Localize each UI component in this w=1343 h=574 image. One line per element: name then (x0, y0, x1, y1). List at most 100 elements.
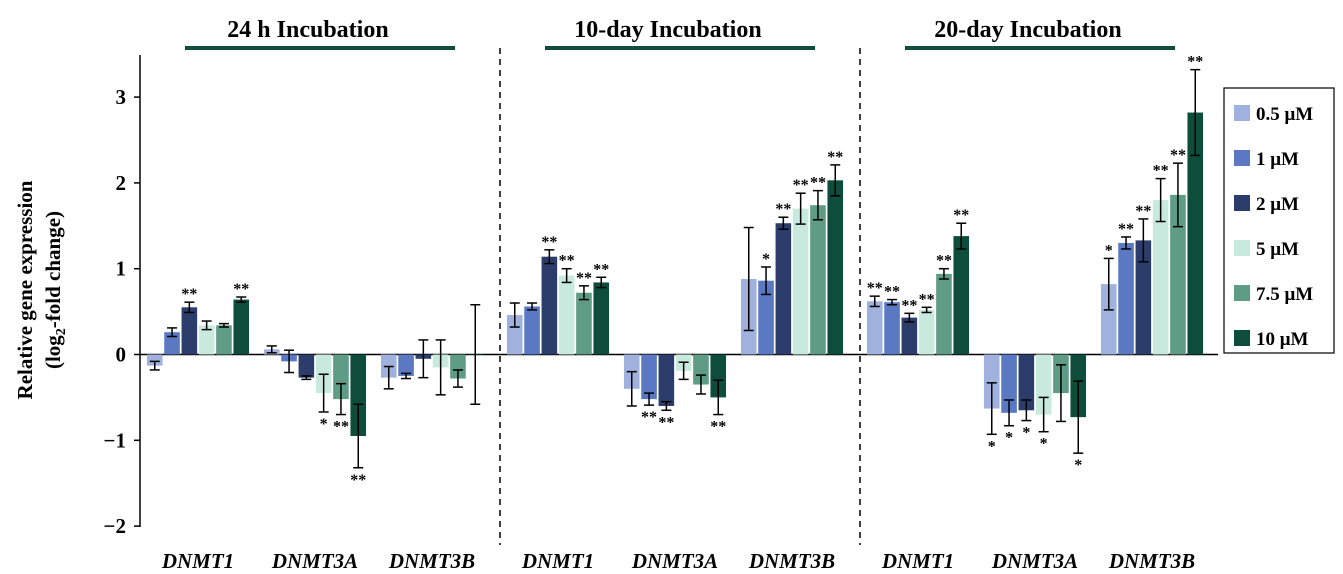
legend-swatch (1234, 105, 1250, 121)
significance-label: ** (576, 270, 592, 287)
category-label: DNMT3A (991, 549, 1078, 573)
legend-swatch (1234, 150, 1250, 166)
bar (775, 223, 792, 355)
bar (506, 315, 523, 355)
significance-label: * (1022, 425, 1030, 442)
category-label: DNMT3A (271, 549, 358, 573)
bar (198, 325, 215, 355)
bar (983, 354, 1000, 409)
legend-label: 2 μM (1256, 194, 1299, 215)
bar (593, 282, 610, 355)
bar (884, 302, 900, 355)
bar (333, 354, 349, 400)
significance-label: ** (919, 291, 935, 308)
legend-swatch (1234, 330, 1250, 346)
significance-label: * (1005, 430, 1013, 447)
category-label: DNMT3B (388, 549, 475, 573)
significance-label: ** (593, 261, 609, 278)
bar (1018, 354, 1035, 411)
significance-label: ** (827, 149, 843, 166)
bar (1035, 354, 1052, 415)
bar (901, 317, 918, 355)
significance-label: * (1074, 457, 1082, 474)
significance-label: ** (181, 286, 197, 303)
bar (641, 354, 657, 400)
y-tick-label: 0 (116, 343, 127, 367)
significance-label: ** (1118, 221, 1134, 238)
significance-label: ** (953, 207, 969, 224)
significance-label: ** (793, 177, 809, 194)
significance-label: ** (936, 253, 952, 270)
panel-title: 10-day Incubation (574, 17, 761, 43)
legend-label: 10 μM (1256, 329, 1309, 350)
bar (233, 299, 250, 355)
bar (216, 325, 232, 355)
bar (576, 292, 592, 355)
y-axis-label: Relative gene expression (log2-fold chan… (13, 180, 69, 399)
category-label: DNMT1 (521, 549, 594, 573)
significance-label: * (988, 438, 996, 455)
bar (524, 306, 540, 355)
bar (1135, 240, 1152, 355)
bar (558, 275, 575, 355)
significance-label: ** (333, 419, 349, 436)
panel-title: 20-day Incubation (934, 17, 1121, 43)
bar (710, 354, 727, 398)
significance-label: ** (559, 253, 575, 270)
bar (350, 354, 367, 437)
legend-box (1223, 87, 1335, 354)
legend-label: 7.5 μM (1256, 284, 1313, 305)
legend-label: 1 μM (1256, 149, 1299, 170)
significance-label: ** (541, 234, 557, 251)
significance-label: ** (1135, 203, 1151, 220)
bar (1187, 112, 1204, 355)
y-tick-label: −1 (104, 428, 126, 452)
category-label: DNMT3A (631, 549, 718, 573)
category-label: DNMT1 (161, 549, 234, 573)
significance-label: ** (233, 281, 249, 298)
bar (866, 301, 883, 355)
bar (810, 205, 826, 355)
legend: 0.5 μM 1 μM 2 μM 5 μM 7.5 μM 10 μM (1223, 87, 1335, 354)
significance-label: ** (884, 284, 900, 301)
bar (1100, 284, 1117, 355)
significance-label: ** (1153, 163, 1169, 180)
bar (398, 354, 414, 376)
bar (541, 256, 558, 355)
category-label: DNMT1 (881, 549, 954, 573)
significance-label: ** (775, 201, 791, 218)
category-label: DNMT3B (1108, 549, 1195, 573)
bar (936, 273, 952, 355)
significance-label: ** (901, 297, 917, 314)
bar (450, 354, 466, 379)
bar (918, 309, 935, 355)
significance-label: * (320, 416, 328, 433)
bar (1118, 242, 1134, 355)
bar (181, 307, 198, 355)
significance-label: ** (1187, 54, 1203, 71)
y-tick-label: 2 (116, 171, 127, 195)
y-tick-label: 3 (116, 85, 127, 109)
significance-label: * (762, 251, 770, 268)
bar (298, 354, 315, 378)
significance-label: * (1105, 242, 1113, 259)
y-ticks: 3 2 1 0 −1 −2 (104, 85, 140, 538)
significance-label: ** (658, 414, 674, 431)
significance-label: ** (350, 472, 366, 489)
significance-label: ** (710, 419, 726, 436)
significance-label: ** (1170, 147, 1186, 164)
legend-swatch (1234, 195, 1250, 211)
legend-label: 0.5 μM (1256, 104, 1313, 125)
bar (953, 236, 970, 355)
significance-label: ** (867, 280, 883, 297)
bar (1152, 200, 1169, 355)
legend-swatch (1234, 240, 1250, 256)
bar (1001, 354, 1017, 413)
legend-swatch (1234, 285, 1250, 301)
y-axis-label-line1: Relative gene expression (13, 180, 37, 399)
bar (658, 354, 675, 406)
